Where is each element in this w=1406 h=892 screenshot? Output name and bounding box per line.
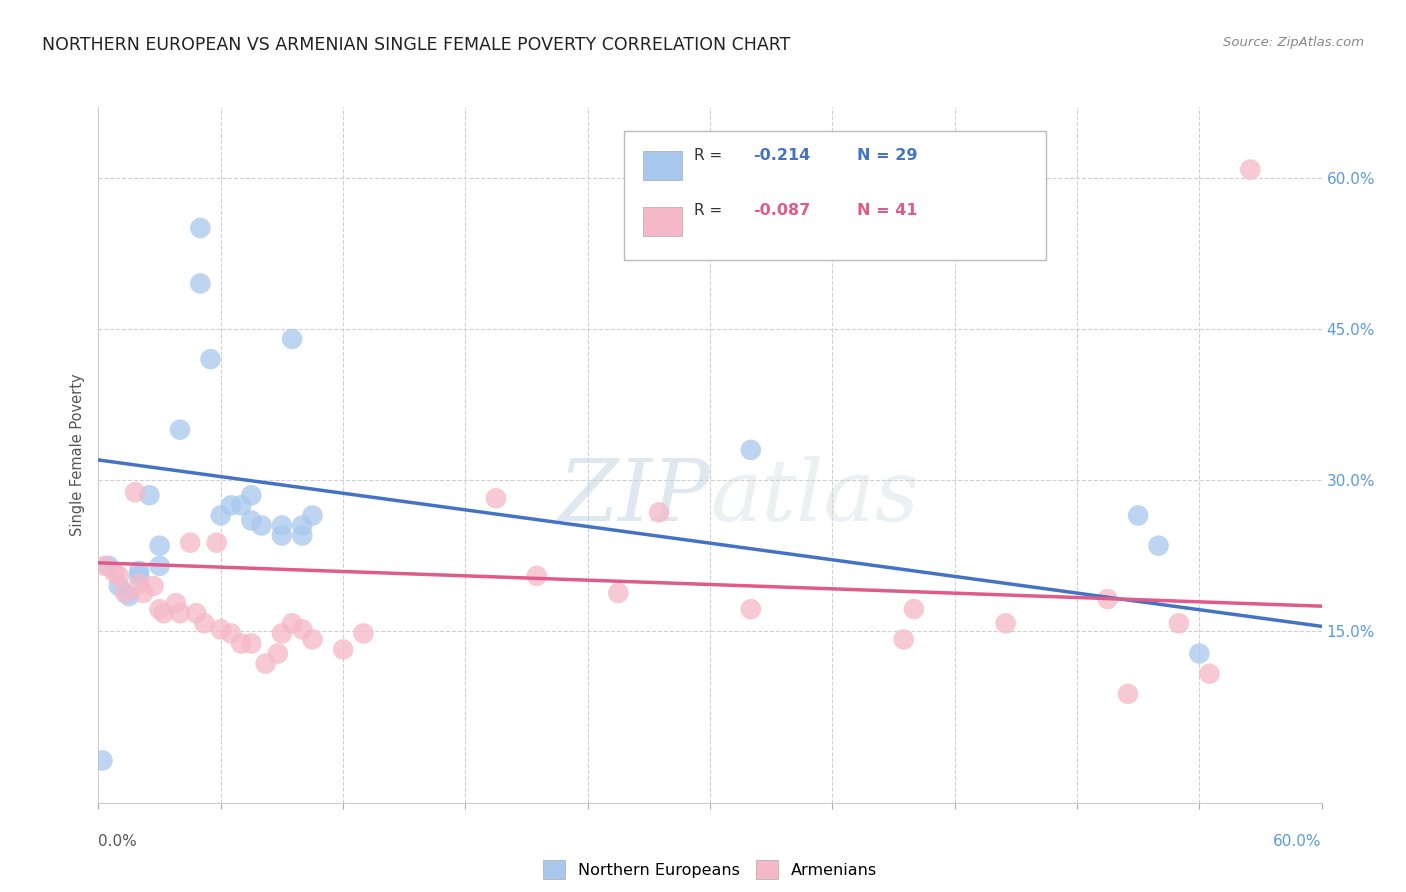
Text: R =: R = [695, 148, 727, 163]
Text: 60.0%: 60.0% [1274, 834, 1322, 849]
Text: N = 29: N = 29 [856, 148, 917, 163]
Point [231, 499, 253, 513]
Text: 0.0%: 0.0% [98, 834, 138, 849]
Point [1198, 666, 1220, 681]
Point [165, 596, 187, 610]
Point [114, 586, 136, 600]
Point [607, 586, 630, 600]
FancyBboxPatch shape [624, 131, 1046, 260]
Point [118, 589, 141, 603]
Point [240, 636, 263, 650]
Point [152, 606, 174, 620]
Point [270, 518, 294, 533]
Point [1167, 616, 1189, 631]
Point [291, 528, 314, 542]
Point [104, 566, 127, 580]
Point [91, 754, 114, 768]
Point [142, 579, 165, 593]
Point [1097, 592, 1119, 607]
Point [128, 569, 150, 583]
Point [149, 602, 172, 616]
Point [740, 442, 762, 457]
Text: -0.087: -0.087 [752, 202, 810, 218]
Point [301, 508, 323, 523]
Point [301, 632, 323, 647]
Point [219, 499, 242, 513]
Point [200, 352, 222, 367]
Point [332, 642, 354, 657]
Point [93, 558, 115, 573]
Point [250, 518, 273, 533]
Point [219, 626, 242, 640]
Legend: Northern Europeans, Armenians: Northern Europeans, Armenians [537, 854, 883, 885]
Point [267, 647, 290, 661]
Point [352, 626, 374, 640]
Point [281, 332, 304, 346]
Point [270, 626, 294, 640]
Point [1116, 687, 1139, 701]
Point [994, 616, 1017, 631]
Point [240, 488, 263, 502]
FancyBboxPatch shape [643, 151, 682, 180]
Point [209, 623, 232, 637]
Point [1188, 647, 1211, 661]
Point [231, 636, 253, 650]
Point [485, 491, 508, 506]
Point [179, 535, 201, 549]
Text: ZIP: ZIP [558, 455, 710, 538]
Point [169, 606, 191, 620]
Point [186, 606, 208, 620]
Point [169, 423, 191, 437]
Point [132, 586, 155, 600]
Text: NORTHERN EUROPEAN VS ARMENIAN SINGLE FEMALE POVERTY CORRELATION CHART: NORTHERN EUROPEAN VS ARMENIAN SINGLE FEM… [42, 36, 790, 54]
Text: -0.214: -0.214 [752, 148, 810, 163]
FancyBboxPatch shape [643, 207, 682, 235]
Point [128, 577, 150, 591]
Point [740, 602, 762, 616]
Point [138, 488, 160, 502]
Point [108, 569, 131, 583]
Point [270, 528, 294, 542]
Point [149, 558, 172, 573]
Text: N = 41: N = 41 [856, 202, 917, 218]
Point [1239, 162, 1261, 177]
Y-axis label: Single Female Poverty: Single Female Poverty [70, 374, 86, 536]
Point [291, 518, 314, 533]
Point [188, 221, 212, 235]
Point [97, 558, 120, 573]
Point [291, 623, 314, 637]
Point [254, 657, 277, 671]
Point [188, 277, 212, 291]
Text: atlas: atlas [710, 455, 920, 538]
Point [526, 569, 548, 583]
Text: Source: ZipAtlas.com: Source: ZipAtlas.com [1223, 36, 1364, 49]
Point [193, 616, 215, 631]
Point [240, 513, 263, 527]
Point [209, 508, 232, 523]
Point [205, 535, 228, 549]
Text: R =: R = [695, 202, 727, 218]
Point [124, 485, 146, 500]
Point [108, 579, 131, 593]
Point [281, 616, 304, 631]
Point [903, 602, 925, 616]
Point [1128, 508, 1150, 523]
Point [1147, 539, 1170, 553]
Point [648, 505, 671, 519]
Point [149, 539, 172, 553]
Point [128, 564, 150, 578]
Point [893, 632, 915, 647]
